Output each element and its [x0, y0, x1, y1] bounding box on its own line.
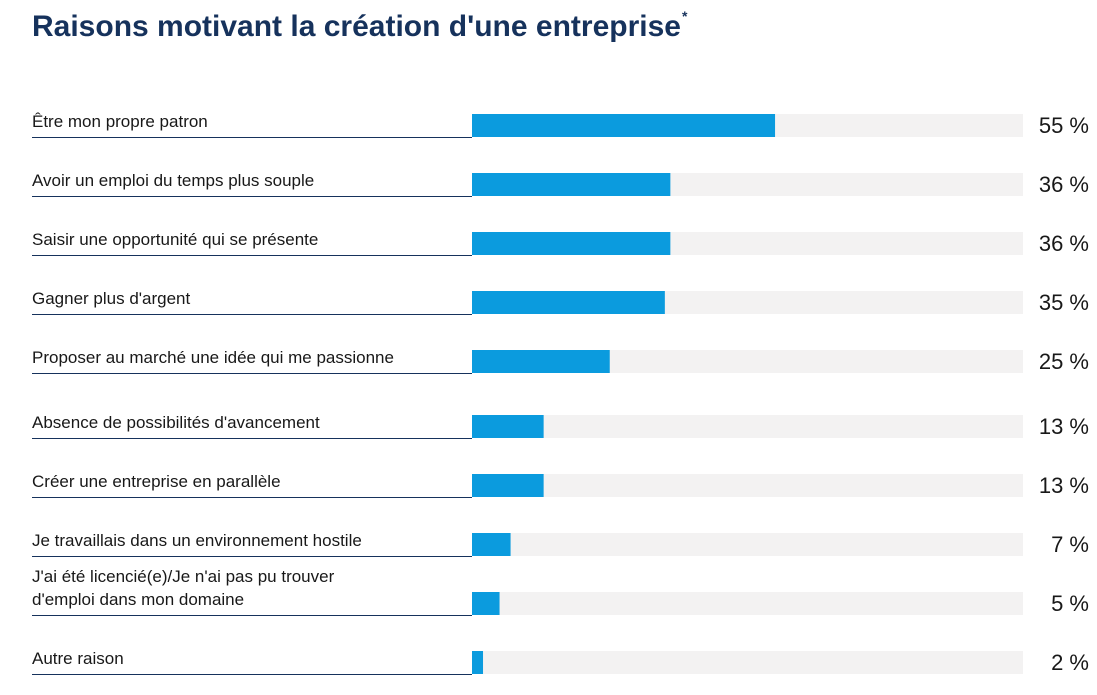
bar-row: Proposer au marché une idée qui me passi…	[32, 348, 1089, 374]
data-label: 35 %	[1039, 290, 1089, 315]
category-label: Je travaillais dans un environnement hos…	[32, 531, 362, 550]
data-label: 5 %	[1051, 591, 1089, 616]
category-label: Avoir un emploi du temps plus souple	[32, 171, 314, 190]
bar	[472, 173, 671, 196]
bar	[472, 350, 610, 373]
data-label: 55 %	[1039, 113, 1089, 138]
data-label: 25 %	[1039, 349, 1089, 374]
bar-row: Avoir un emploi du temps plus souple 36 %	[32, 171, 1089, 197]
chart-title-text: Raisons motivant la création d'une entre…	[32, 10, 681, 43]
category-label: Saisir une opportunité qui se présente	[32, 230, 318, 249]
bar-track	[472, 533, 1023, 556]
bar-row: J'ai été licencié(e)/Je n'ai pas pu trou…	[32, 567, 1089, 616]
title-footnote-mark: *	[681, 8, 688, 24]
bar-row: Gagner plus d'argent 35 %	[32, 289, 1089, 315]
category-label: Créer une entreprise en parallèle	[32, 472, 281, 491]
bar	[472, 232, 671, 255]
bar-row: Je travaillais dans un environnement hos…	[32, 531, 1089, 557]
bar	[472, 533, 511, 556]
bar-track	[472, 592, 1023, 615]
data-label: 13 %	[1039, 414, 1089, 439]
bar-track	[472, 474, 1023, 497]
category-label: Autre raison	[32, 649, 124, 668]
bar-row: Être mon propre patron 55 %	[32, 112, 1089, 138]
category-label: Gagner plus d'argent	[32, 289, 191, 308]
data-label: 36 %	[1039, 231, 1089, 256]
data-label: 7 %	[1051, 532, 1089, 557]
category-label: J'ai été licencié(e)/Je n'ai pas pu trou…	[32, 567, 335, 586]
bar-row: Autre raison 2 %	[32, 649, 1089, 675]
data-label: 2 %	[1051, 650, 1089, 675]
data-label: 36 %	[1039, 172, 1089, 197]
category-label: Être mon propre patron	[32, 112, 208, 131]
bar-track	[472, 651, 1023, 674]
category-label: d'emploi dans mon domaine	[32, 590, 244, 609]
bar	[472, 474, 544, 497]
data-label: 13 %	[1039, 473, 1089, 498]
bar-row: Saisir une opportunité qui se présente 36…	[32, 230, 1089, 256]
category-label: Proposer au marché une idée qui me passi…	[32, 348, 394, 367]
bar	[472, 415, 544, 438]
chart-title: Raisons motivant la création d'une entre…	[32, 8, 688, 44]
bar	[472, 114, 776, 137]
bar	[472, 291, 665, 314]
category-label: Absence de possibilités d'avancement	[32, 413, 320, 432]
bar	[472, 592, 500, 615]
bar-track	[472, 415, 1023, 438]
bar-row: Créer une entreprise en parallèle 13 %	[32, 472, 1089, 498]
bar-row: Absence de possibilités d'avancement 13 %	[32, 413, 1089, 439]
bar	[472, 651, 484, 674]
